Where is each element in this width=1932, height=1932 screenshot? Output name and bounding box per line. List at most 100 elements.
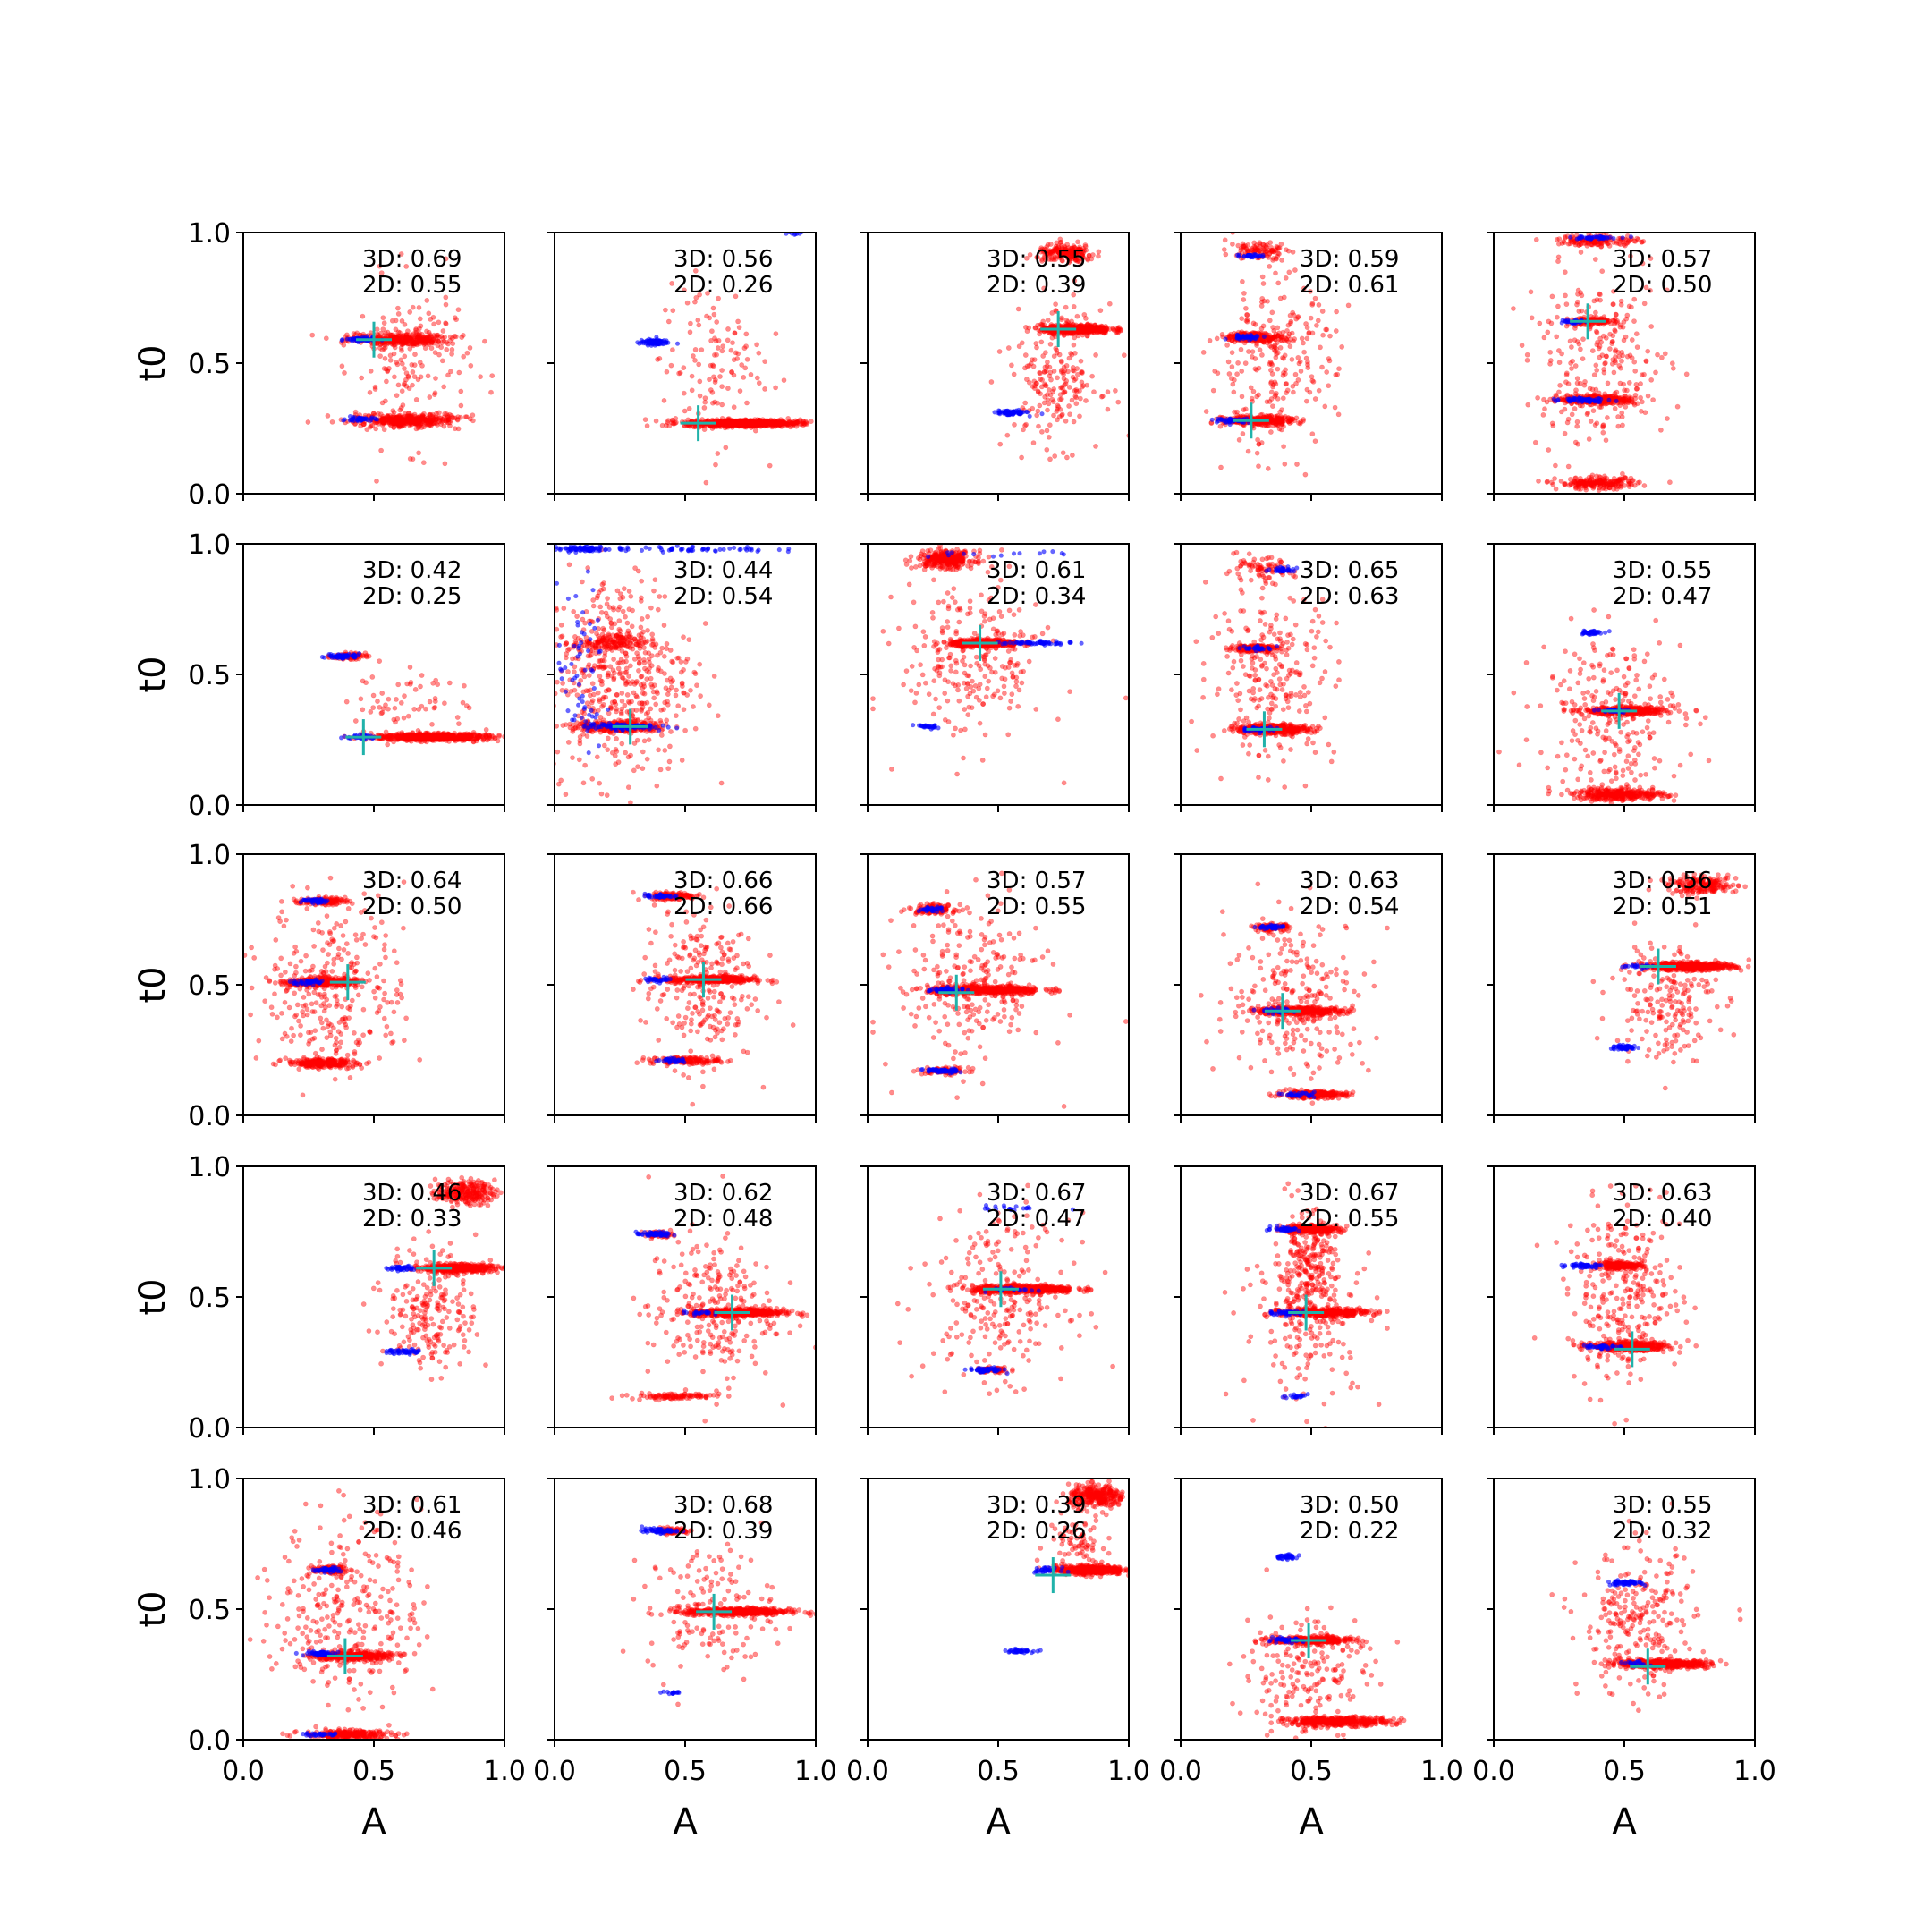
- scatter-point: [428, 420, 435, 427]
- scatter-point: [488, 389, 494, 395]
- scatter-point: [438, 344, 445, 351]
- scatter-point: [747, 418, 753, 424]
- scatter-point: [407, 336, 413, 342]
- scatter-point: [458, 402, 464, 409]
- scatter-point: [375, 411, 381, 417]
- scatter-point: [420, 460, 427, 466]
- scatter-point: [408, 419, 413, 424]
- scatter-point: [740, 419, 746, 425]
- scatter-point: [737, 423, 743, 428]
- scatter-point: [411, 340, 418, 346]
- scatter-point: [402, 332, 409, 338]
- scatter-point: [1268, 360, 1275, 367]
- scatter-point: [737, 421, 743, 428]
- scatter-point: [718, 421, 724, 428]
- scatter-point: [1555, 303, 1561, 309]
- scatter-point: [447, 369, 453, 375]
- scatter-point: [430, 337, 436, 343]
- scatter-point: [740, 419, 746, 425]
- scatter-point: [409, 418, 415, 423]
- scatter-point: [1267, 332, 1273, 338]
- scatter-point: [762, 386, 767, 392]
- scatter-point: [1067, 411, 1072, 418]
- scatter-point: [1613, 354, 1618, 360]
- scatter-point: [757, 420, 762, 427]
- scatter-point: [735, 419, 741, 425]
- scatter-point: [686, 405, 692, 411]
- scatter-point: [396, 420, 402, 426]
- scatter-point: [1032, 383, 1038, 389]
- scatter-point: [737, 388, 743, 394]
- scatter-point: [1078, 326, 1084, 332]
- scatter-point: [1322, 403, 1328, 410]
- scatter-point: [714, 352, 719, 358]
- scatter-point: [426, 418, 432, 424]
- scatter-point: [735, 421, 741, 428]
- scatter-point: [724, 419, 729, 426]
- scatter-point: [757, 421, 763, 428]
- scatter-point: [402, 321, 408, 327]
- scatter-point: [399, 318, 405, 324]
- scatter-point: [712, 335, 717, 342]
- scatter-point: [423, 337, 429, 343]
- scatter-point: [988, 379, 995, 385]
- scatter-point: [470, 412, 476, 419]
- scatter-point: [768, 419, 775, 426]
- scatter-point: [778, 420, 784, 427]
- scatter-point: [801, 418, 806, 424]
- scatter-point: [759, 419, 766, 424]
- scatter-point: [792, 420, 799, 426]
- scatter-point: [411, 331, 417, 337]
- scatter-point: [1563, 292, 1568, 299]
- scatter-point: [402, 353, 408, 360]
- scatter-point: [430, 340, 436, 346]
- scatter-point: [746, 421, 751, 428]
- scatter-point: [416, 326, 422, 332]
- scatter-point: [713, 338, 719, 343]
- scatter-point: [791, 419, 796, 425]
- scatter-point: [721, 419, 726, 426]
- scatter-point: [745, 419, 751, 426]
- scatter-point: [758, 421, 763, 428]
- scatter-point: [374, 326, 380, 333]
- scatter-point: [1269, 414, 1275, 420]
- scatter-point: [430, 336, 436, 343]
- scatter-point: [740, 421, 745, 428]
- scatter-point: [390, 420, 396, 426]
- scatter-point: [412, 340, 419, 346]
- scatter-point: [1222, 237, 1228, 243]
- scatter-point: [1226, 371, 1233, 377]
- scatter-point: [427, 420, 433, 427]
- scatter-point: [726, 419, 732, 426]
- scatter-point: [395, 336, 402, 343]
- scatter-point: [1261, 334, 1267, 340]
- scatter-point: [736, 421, 741, 428]
- scatter-point: [773, 422, 779, 428]
- scatter-point: [1562, 430, 1568, 436]
- scatter-point: [435, 332, 441, 338]
- scatter-point: [729, 418, 735, 424]
- scatter-point: [767, 420, 774, 427]
- scatter-point: [803, 419, 809, 425]
- scatter-point: [399, 419, 405, 424]
- scatter-point: [402, 380, 408, 386]
- scatter-point: [1078, 358, 1084, 364]
- scatter-point: [1104, 326, 1110, 332]
- scatter-point: [391, 414, 397, 420]
- scatter-point: [1076, 327, 1082, 334]
- scatter-point: [755, 419, 761, 426]
- scatter-point: [404, 416, 411, 421]
- scatter-point: [377, 330, 384, 336]
- scatter-point: [778, 421, 784, 428]
- scatter-point: [1335, 411, 1342, 418]
- scatter-point: [414, 335, 420, 340]
- scatter-point: [1115, 326, 1121, 332]
- scatter-point: [808, 419, 814, 425]
- scatter-point: [1301, 340, 1306, 346]
- scatter-point: [1270, 335, 1276, 341]
- scatter-point: [385, 369, 390, 375]
- scatter-point: [773, 385, 778, 391]
- scatter-point: [1075, 324, 1081, 330]
- scatter-point: [1098, 327, 1104, 334]
- scatter-point: [748, 425, 754, 430]
